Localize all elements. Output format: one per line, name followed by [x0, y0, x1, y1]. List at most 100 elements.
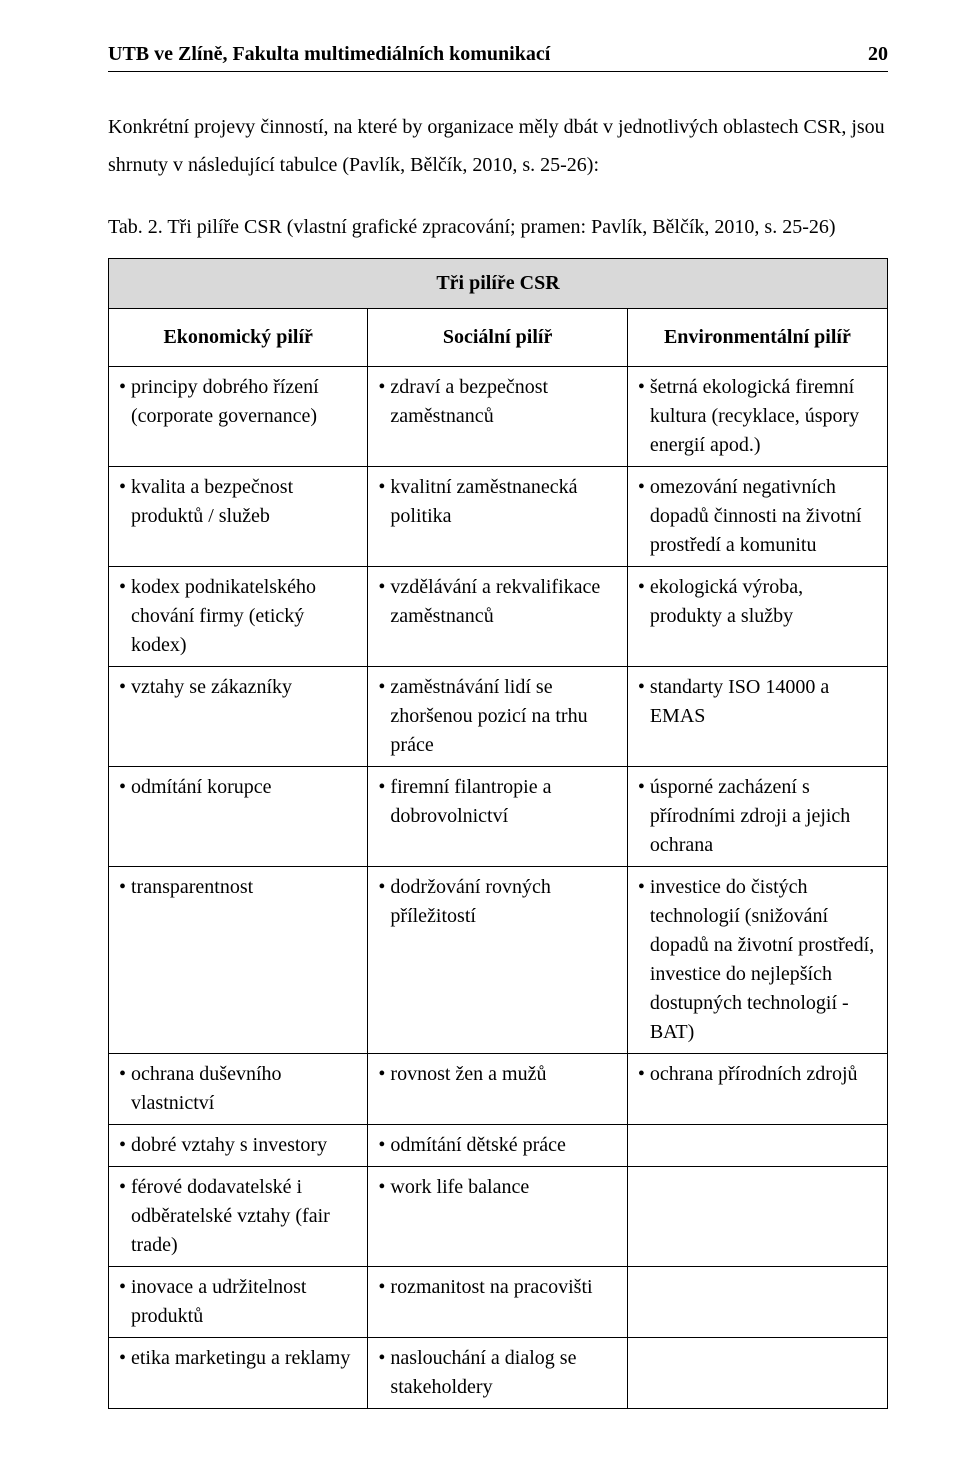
table-cell: •kodex podnikatelského chování firmy (et…	[109, 567, 368, 667]
table-row: •kodex podnikatelského chování firmy (et…	[109, 567, 888, 667]
table-cell: •naslouchání a dialog se stakeholdery	[368, 1338, 627, 1409]
bullet-icon: •	[638, 573, 650, 602]
bullet-icon: •	[638, 773, 650, 802]
csr-pillars-table: Tři pilíře CSR Ekonomický pilíř Sociální…	[108, 258, 888, 1409]
bullet-icon: •	[119, 373, 131, 402]
cell-text: work life balance	[390, 1173, 616, 1202]
table-row: •odmítání korupce•firemní filantropie a …	[109, 767, 888, 867]
cell-text: kodex podnikatelského chování firmy (eti…	[131, 573, 357, 660]
table-row: • férové dodavatelské i odběratelské vzta…	[109, 1167, 888, 1267]
table-cell	[627, 1338, 887, 1409]
bullet-icon: •	[378, 1344, 390, 1373]
bullet-icon: •	[378, 773, 390, 802]
cell-text: standarty ISO 14000 a EMAS	[650, 673, 877, 731]
table-title: Tři pilíře CSR	[109, 259, 888, 309]
table-cell: •firemní filantropie a dobrovolnictví	[368, 767, 627, 867]
table-cell: •omezování negativních dopadů činnosti n…	[627, 467, 887, 567]
bullet-icon: •	[119, 1131, 131, 1160]
cell-text: investice do čistých technologií (snižov…	[650, 873, 877, 1047]
bullet-icon: •	[638, 1060, 650, 1089]
table-cell: •ochrana přírodních zdrojů	[627, 1054, 887, 1125]
cell-text: ochrana přírodních zdrojů	[650, 1060, 877, 1089]
table-cell: •zaměstnávání lidí se zhoršenou pozicí n…	[368, 667, 627, 767]
table-cell: •odmítání dětské práce	[368, 1125, 627, 1167]
table-cell: •rovnost žen a mužů	[368, 1054, 627, 1125]
bullet-icon: •	[378, 1131, 390, 1160]
table-row: •principy dobrého řízení (corporate gove…	[109, 367, 888, 467]
table-cell: •zdraví a bezpečnost zaměstnanců	[368, 367, 627, 467]
cell-text: rozmanitost na pracovišti	[390, 1273, 616, 1302]
cell-text: dodržování rovných příležitostí	[390, 873, 616, 931]
table-cell: •vzdělávání a rekvalifikace zaměstnanců	[368, 567, 627, 667]
intro-paragraph: Konkrétní projevy činností, na které by …	[108, 108, 888, 184]
pillar-economic: Ekonomický pilíř	[109, 309, 368, 367]
cell-text: férové dodavatelské i odběratelské vztah…	[131, 1173, 357, 1260]
table-cell: •principy dobrého řízení (corporate gove…	[109, 367, 368, 467]
cell-text: vzdělávání a rekvalifikace zaměstnanců	[390, 573, 616, 631]
bullet-icon: •	[119, 673, 131, 702]
table-caption: Tab. 2. Tři pilíře CSR (vlastní grafické…	[108, 208, 888, 246]
pillar-environmental: Environmentální pilíř	[627, 309, 887, 367]
table-row: •dobré vztahy s investory•odmítání dětsk…	[109, 1125, 888, 1167]
table-cell	[627, 1125, 887, 1167]
table-cell: •kvalita a bezpečnost produktů / služeb	[109, 467, 368, 567]
header-institution: UTB ve Zlíně, Fakulta multimediálních ko…	[108, 40, 550, 69]
table-cell: •férové dodavatelské i odběratelské vzta…	[109, 1167, 368, 1267]
bullet-icon: •	[378, 873, 390, 902]
cell-text: ekologická výroba, produkty a služby	[650, 573, 877, 631]
table-row: •etika marketingu a reklamy•naslouchání …	[109, 1338, 888, 1409]
table-cell: •kvalitní zaměstnanecká politika	[368, 467, 627, 567]
table-cell: •ekologická výroba, produkty a služby	[627, 567, 887, 667]
table-cell	[627, 1267, 887, 1338]
bullet-icon: •	[378, 1173, 390, 1202]
table-cell: •standarty ISO 14000 a EMAS	[627, 667, 887, 767]
cell-text: naslouchání a dialog se stakeholdery	[390, 1344, 616, 1402]
table-cell: •vztahy se zákazníky	[109, 667, 368, 767]
page-header: UTB ve Zlíně, Fakulta multimediálních ko…	[108, 40, 888, 72]
bullet-icon: •	[119, 1344, 131, 1373]
table-cell: •dobré vztahy s investory	[109, 1125, 368, 1167]
cell-text: odmítání dětské práce	[390, 1131, 616, 1160]
bullet-icon: •	[119, 1273, 131, 1302]
cell-text: inovace a udržitelnost produktů	[131, 1273, 357, 1331]
table-cell: •etika marketingu a reklamy	[109, 1338, 368, 1409]
table-row: •transparentnost•dodržování rovných příl…	[109, 867, 888, 1054]
table-cell: •work life balance	[368, 1167, 627, 1267]
cell-text: rovnost žen a mužů	[390, 1060, 616, 1089]
bullet-icon: •	[378, 673, 390, 702]
bullet-icon: •	[119, 773, 131, 802]
cell-text: dobré vztahy s investory	[131, 1131, 357, 1160]
table-cell: •ochrana duševního vlastnictví	[109, 1054, 368, 1125]
bullet-icon: •	[378, 373, 390, 402]
cell-text: etika marketingu a reklamy	[131, 1344, 357, 1373]
bullet-icon: •	[378, 573, 390, 602]
cell-text: odmítání korupce	[131, 773, 357, 802]
cell-text: firemní filantropie a dobrovolnictví	[390, 773, 616, 831]
table-cell: •úsporné zacházení s přírodními zdroji a…	[627, 767, 887, 867]
bullet-icon: •	[378, 1273, 390, 1302]
table-pillar-row: Ekonomický pilíř Sociální pilíř Environm…	[109, 309, 888, 367]
bullet-icon: •	[119, 473, 131, 502]
cell-text: zdraví a bezpečnost zaměstnanců	[390, 373, 616, 431]
table-row: •ochrana duševního vlastnictví•rovnost ž…	[109, 1054, 888, 1125]
table-title-row: Tři pilíře CSR	[109, 259, 888, 309]
cell-text: úsporné zacházení s přírodními zdroji a …	[650, 773, 877, 860]
table-cell	[627, 1167, 887, 1267]
cell-text: kvalitní zaměstnanecká politika	[390, 473, 616, 531]
bullet-icon: •	[638, 673, 650, 702]
cell-text: omezování negativních dopadů činnosti na…	[650, 473, 877, 560]
bullet-icon: •	[638, 373, 650, 402]
cell-text: šetrná ekologická firemní kultura (recyk…	[650, 373, 877, 460]
cell-text: vztahy se zákazníky	[131, 673, 357, 702]
bullet-icon: •	[378, 473, 390, 502]
cell-text: principy dobrého řízení (corporate gover…	[131, 373, 357, 431]
cell-text: zaměstnávání lidí se zhoršenou pozicí na…	[390, 673, 616, 760]
table-cell: •odmítání korupce	[109, 767, 368, 867]
cell-text: transparentnost	[131, 873, 357, 902]
bullet-icon: •	[638, 473, 650, 502]
bullet-icon: •	[119, 573, 131, 602]
bullet-icon: •	[378, 1060, 390, 1089]
table-cell: •rozmanitost na pracovišti	[368, 1267, 627, 1338]
bullet-icon: •	[119, 873, 131, 902]
table-cell: •šetrná ekologická firemní kultura (recy…	[627, 367, 887, 467]
